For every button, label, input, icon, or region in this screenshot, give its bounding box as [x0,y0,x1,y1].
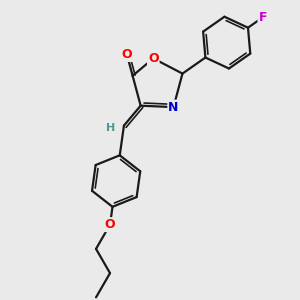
Text: O: O [105,218,115,231]
Text: H: H [106,123,115,133]
Text: N: N [168,100,179,114]
Text: O: O [122,48,132,61]
Text: F: F [259,11,267,24]
Text: O: O [148,52,159,65]
